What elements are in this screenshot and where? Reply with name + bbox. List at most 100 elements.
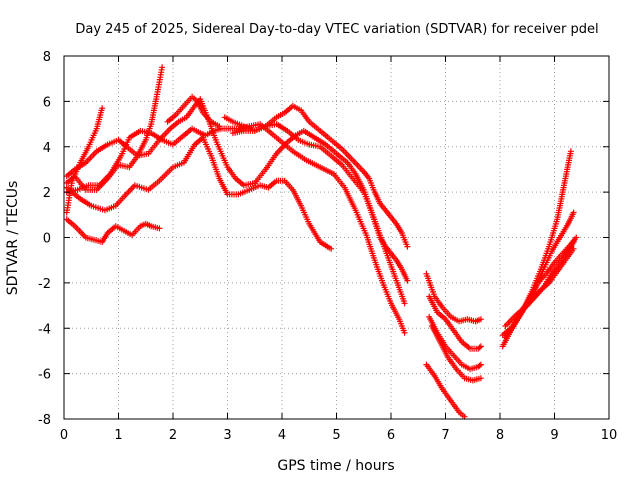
marker-segment: [156, 127, 172, 143]
x-tick-label: 0: [60, 428, 68, 443]
marker-segment: [235, 187, 251, 198]
marker-segment: [366, 202, 377, 223]
marker-segment: [447, 397, 461, 414]
marker-segment: [71, 223, 88, 239]
marker-segment: [131, 182, 150, 193]
y-tick-label: 8: [43, 50, 51, 65]
series-trace-12: [426, 313, 484, 373]
marker-point: [99, 105, 106, 112]
marker-segment: [423, 270, 437, 298]
marker-point: [216, 123, 223, 130]
marker-segment: [445, 354, 458, 371]
y-tick-label: 6: [43, 95, 51, 110]
marker-point: [477, 361, 484, 368]
marker-segment: [388, 250, 399, 262]
marker-segment: [393, 277, 407, 304]
marker-segment: [548, 236, 562, 255]
marker-segment: [554, 259, 567, 275]
marker-segment: [273, 140, 289, 157]
marker-segment: [382, 243, 393, 255]
marker-segment: [85, 127, 99, 150]
series-trace-19: [513, 245, 577, 323]
marker-segment: [88, 202, 106, 213]
marker-segment: [170, 160, 185, 171]
marker-segment: [82, 149, 99, 166]
marker-segment: [554, 191, 566, 223]
marker-segment: [559, 164, 571, 196]
grid: [64, 56, 609, 419]
y-tick-label: -8: [38, 413, 51, 428]
marker-segment: [556, 222, 570, 241]
marker-segment: [246, 183, 261, 193]
marker-segment: [450, 327, 464, 343]
marker-segment: [71, 160, 87, 173]
marker-segment: [115, 136, 128, 149]
marker-segment: [194, 98, 206, 114]
marker-segment: [317, 239, 333, 251]
marker-point: [401, 300, 408, 307]
x-tick-label: 8: [496, 428, 504, 443]
marker-segment: [180, 127, 194, 139]
marker-segment: [317, 127, 333, 142]
marker-segment: [170, 133, 186, 148]
marker-point: [159, 64, 166, 71]
marker-point: [570, 245, 577, 252]
marker-segment: [251, 168, 268, 186]
marker-point: [404, 277, 411, 284]
marker-segment: [121, 183, 137, 200]
series-trace-11: [426, 293, 484, 352]
marker-segment: [317, 143, 333, 158]
marker-segment: [303, 157, 322, 170]
marker-segment: [191, 136, 205, 148]
marker-segment: [521, 297, 535, 311]
marker-segment: [450, 352, 464, 366]
y-tick-label: -4: [38, 322, 51, 337]
data-series: [63, 64, 580, 420]
marker-point: [573, 234, 580, 241]
marker-segment: [475, 362, 483, 370]
marker-segment: [281, 104, 295, 116]
y-tick-label: 2: [43, 186, 51, 201]
marker-segment: [472, 316, 483, 325]
marker-segment: [295, 136, 311, 147]
marker-segment: [298, 107, 311, 123]
series-trace-1: [63, 216, 163, 245]
marker-point: [328, 245, 335, 252]
marker-segment: [398, 266, 410, 282]
marker-segment: [216, 175, 230, 196]
marker-segment: [388, 214, 399, 226]
marker-segment: [330, 171, 347, 189]
marker-segment: [543, 261, 557, 277]
marker-segment: [502, 324, 516, 341]
y-tick-label: 4: [43, 141, 51, 156]
marker-segment: [200, 109, 213, 123]
marker-segment: [126, 129, 142, 141]
marker-segment: [434, 329, 448, 348]
marker-segment: [262, 152, 279, 173]
marker-segment: [431, 372, 445, 391]
marker-segment: [175, 115, 188, 125]
x-tick-label: 2: [169, 428, 177, 443]
marker-segment: [265, 179, 278, 191]
x-tick-label: 9: [550, 428, 558, 443]
marker-segment: [164, 113, 178, 125]
marker-segment: [74, 183, 90, 193]
marker-segment: [546, 270, 559, 286]
marker-segment: [537, 245, 552, 273]
marker-segment: [562, 247, 576, 264]
marker-segment: [104, 224, 118, 236]
marker-segment: [426, 313, 440, 334]
marker-segment: [99, 231, 110, 245]
marker-segment: [142, 220, 153, 229]
marker-segment: [311, 134, 327, 147]
marker-segment: [200, 134, 214, 157]
marker-segment: [224, 164, 238, 180]
marker-segment: [423, 361, 437, 377]
marker-segment: [289, 148, 308, 163]
marker-segment: [352, 207, 369, 236]
marker-segment: [104, 137, 120, 148]
marker-segment: [385, 254, 399, 282]
marker-segment: [284, 127, 300, 142]
marker-segment: [502, 313, 518, 329]
